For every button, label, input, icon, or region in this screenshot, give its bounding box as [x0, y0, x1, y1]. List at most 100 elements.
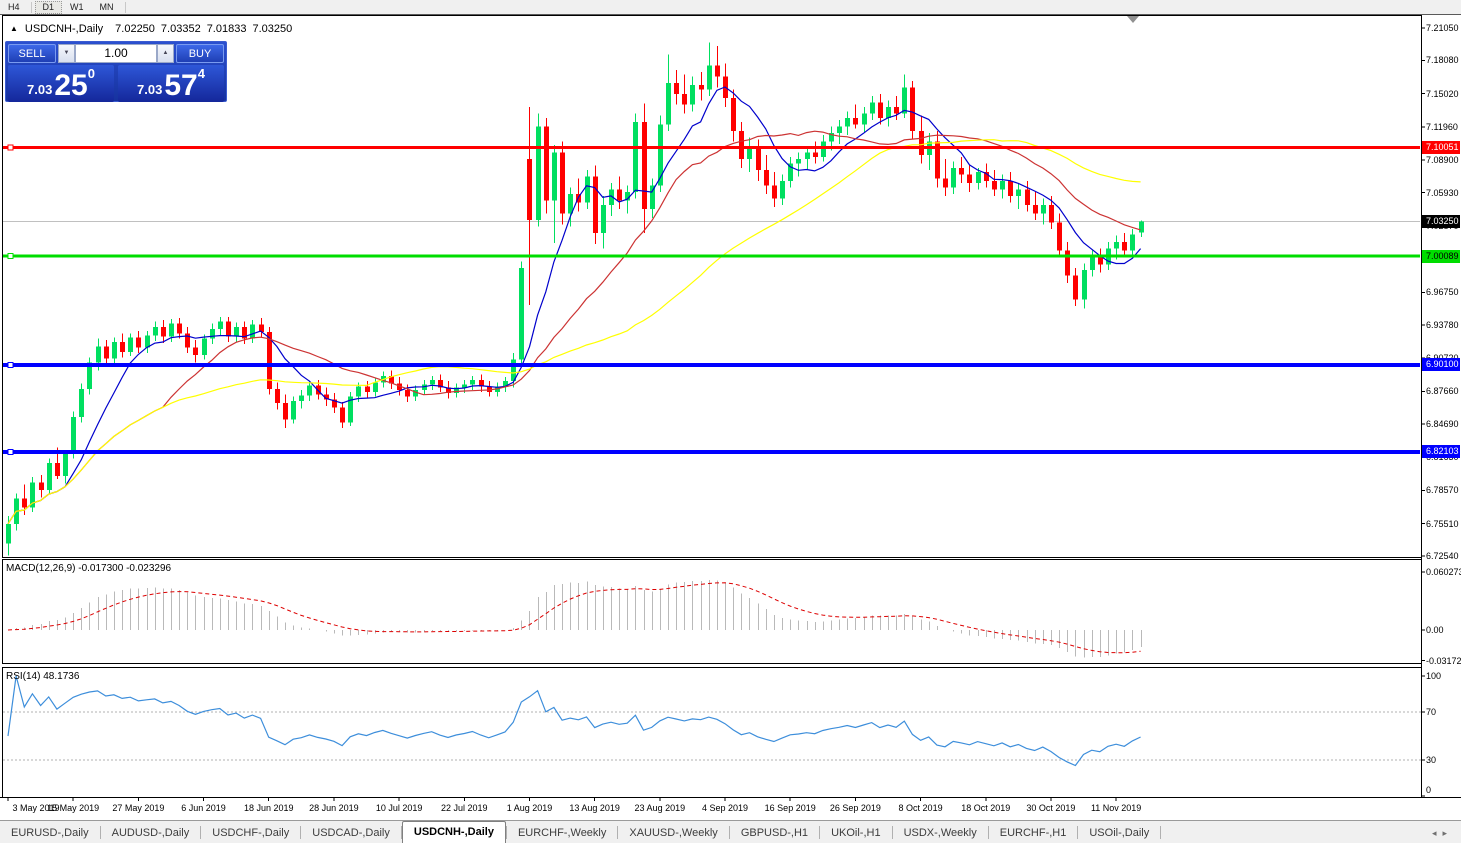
candle-body	[699, 85, 704, 90]
ma-line-20	[7, 130, 1141, 525]
candle-body	[943, 178, 948, 188]
volume-input[interactable]: 1.00	[75, 44, 157, 63]
candle-body	[674, 82, 679, 94]
candle-body	[169, 323, 174, 337]
symbol-tab-usdcnh-daily[interactable]: USDCNH-,Daily	[401, 821, 506, 843]
candle-body	[845, 117, 850, 127]
buy-price-big: 57	[164, 69, 198, 102]
candle-body	[185, 333, 190, 348]
sell-price-small: 7.03	[27, 82, 53, 97]
candle-body	[951, 167, 956, 188]
symbol-tab-gbpusd-h1[interactable]: GBPUSD-,H1	[740, 827, 809, 839]
candle-body	[283, 402, 288, 420]
candle-body	[919, 130, 924, 155]
symbol-tab-audusd-daily[interactable]: AUDUSD-,Daily	[111, 827, 190, 839]
symbol-tab-usdchf-daily[interactable]: USDCHF-,Daily	[212, 827, 290, 839]
tab-scroll-arrows[interactable]: ◂▸	[1431, 828, 1453, 838]
candle-body	[560, 152, 565, 214]
candle-body	[242, 326, 247, 339]
candle-body	[1082, 270, 1087, 300]
candle-body	[568, 193, 573, 214]
symbol-tab-eurchf-weekly[interactable]: EURCHF-,Weekly	[517, 827, 607, 839]
candle-body	[470, 380, 475, 385]
candle-body	[747, 146, 752, 160]
candle-body	[210, 328, 215, 339]
candle-body	[39, 482, 44, 491]
candle-body	[234, 326, 239, 337]
sell-price-sup: 0	[87, 66, 95, 81]
rsi-pane-surface[interactable]	[3, 668, 1420, 796]
timeframe-button-mn[interactable]: MN	[99, 1, 114, 12]
candle-body	[299, 395, 304, 401]
tab-separator	[987, 826, 989, 839]
candle-body	[1090, 257, 1095, 271]
tab-separator	[400, 826, 402, 839]
candle-body	[87, 362, 92, 389]
symbol-tab-xauusd-weekly[interactable]: XAUUSD-,Weekly	[629, 827, 718, 839]
symbol-tab-usdcad-daily[interactable]: USDCAD-,Daily	[312, 827, 390, 839]
candle-body	[536, 126, 541, 221]
candle-body	[6, 523, 11, 544]
hline-handle[interactable]	[7, 253, 14, 260]
candle-body	[959, 167, 964, 175]
candle-body	[633, 122, 638, 192]
candle-body	[267, 332, 272, 389]
candle-body	[1098, 257, 1103, 265]
candle-body	[878, 102, 883, 118]
tab-separator	[1160, 826, 1162, 839]
candle-body	[910, 87, 915, 131]
volume-decrease-button[interactable]: ▼	[58, 44, 75, 63]
candle-body	[625, 191, 630, 201]
candle-body	[63, 453, 68, 476]
symbol-tab-ukoil-h1[interactable]: UKOil-,H1	[831, 827, 881, 839]
candle-body	[373, 382, 378, 393]
candle-body	[870, 102, 875, 114]
candle-body	[120, 342, 125, 352]
macd-pane-surface[interactable]	[3, 560, 1420, 662]
candle-body	[805, 152, 810, 160]
candle-body	[104, 346, 109, 359]
toolbar-separator	[124, 1, 126, 13]
hline-handle[interactable]	[7, 144, 14, 151]
candle-body	[177, 323, 182, 334]
hline-handle[interactable]	[7, 361, 14, 368]
candle-body	[462, 384, 467, 388]
candle-body	[503, 381, 508, 387]
timeframe-button-d1[interactable]: D1	[34, 0, 63, 14]
sell-price-big: 25	[54, 69, 88, 102]
candle-body	[1016, 189, 1021, 197]
candle-body	[250, 324, 255, 339]
candle-body	[145, 335, 150, 348]
candle-body	[30, 482, 35, 508]
candle-body	[1114, 241, 1119, 249]
candle-body	[71, 417, 76, 454]
sell-button[interactable]: SELL	[8, 44, 56, 63]
symbol-tab-usoil-daily[interactable]: USOil-,Daily	[1089, 827, 1150, 839]
buy-price-small: 7.03	[137, 82, 163, 97]
tab-separator	[728, 826, 730, 839]
symbol-tab-eurusd-daily[interactable]: EURUSD-,Daily	[11, 827, 89, 839]
candle-body	[935, 141, 940, 179]
candle-body	[585, 176, 590, 203]
tab-separator	[505, 826, 507, 839]
sell-price-display[interactable]: 7.03 25 0	[8, 65, 114, 102]
candle-body	[544, 126, 549, 201]
symbol-tab-eurchf-h1[interactable]: EURCHF-,H1	[999, 827, 1067, 839]
tab-separator	[819, 826, 821, 839]
candle-body	[862, 113, 867, 125]
buy-price-display[interactable]: 7.03 57 4	[118, 65, 224, 102]
chart-shift-marker-icon[interactable]	[1127, 16, 1139, 23]
buy-button[interactable]: BUY	[176, 44, 224, 63]
timeframe-button-h4[interactable]: H4	[8, 1, 20, 12]
hline-handle[interactable]	[7, 448, 14, 455]
volume-increase-button[interactable]: ▲	[157, 44, 174, 63]
candle-body	[764, 170, 769, 186]
candle-body	[153, 326, 158, 336]
candle-body	[55, 462, 60, 476]
candle-body	[992, 180, 997, 190]
candle-body	[1000, 180, 1005, 190]
timeframe-button-w1[interactable]: W1	[70, 1, 84, 12]
symbol-tab-usdx-weekly[interactable]: USDX-,Weekly	[903, 827, 977, 839]
candle-body	[1130, 234, 1135, 251]
